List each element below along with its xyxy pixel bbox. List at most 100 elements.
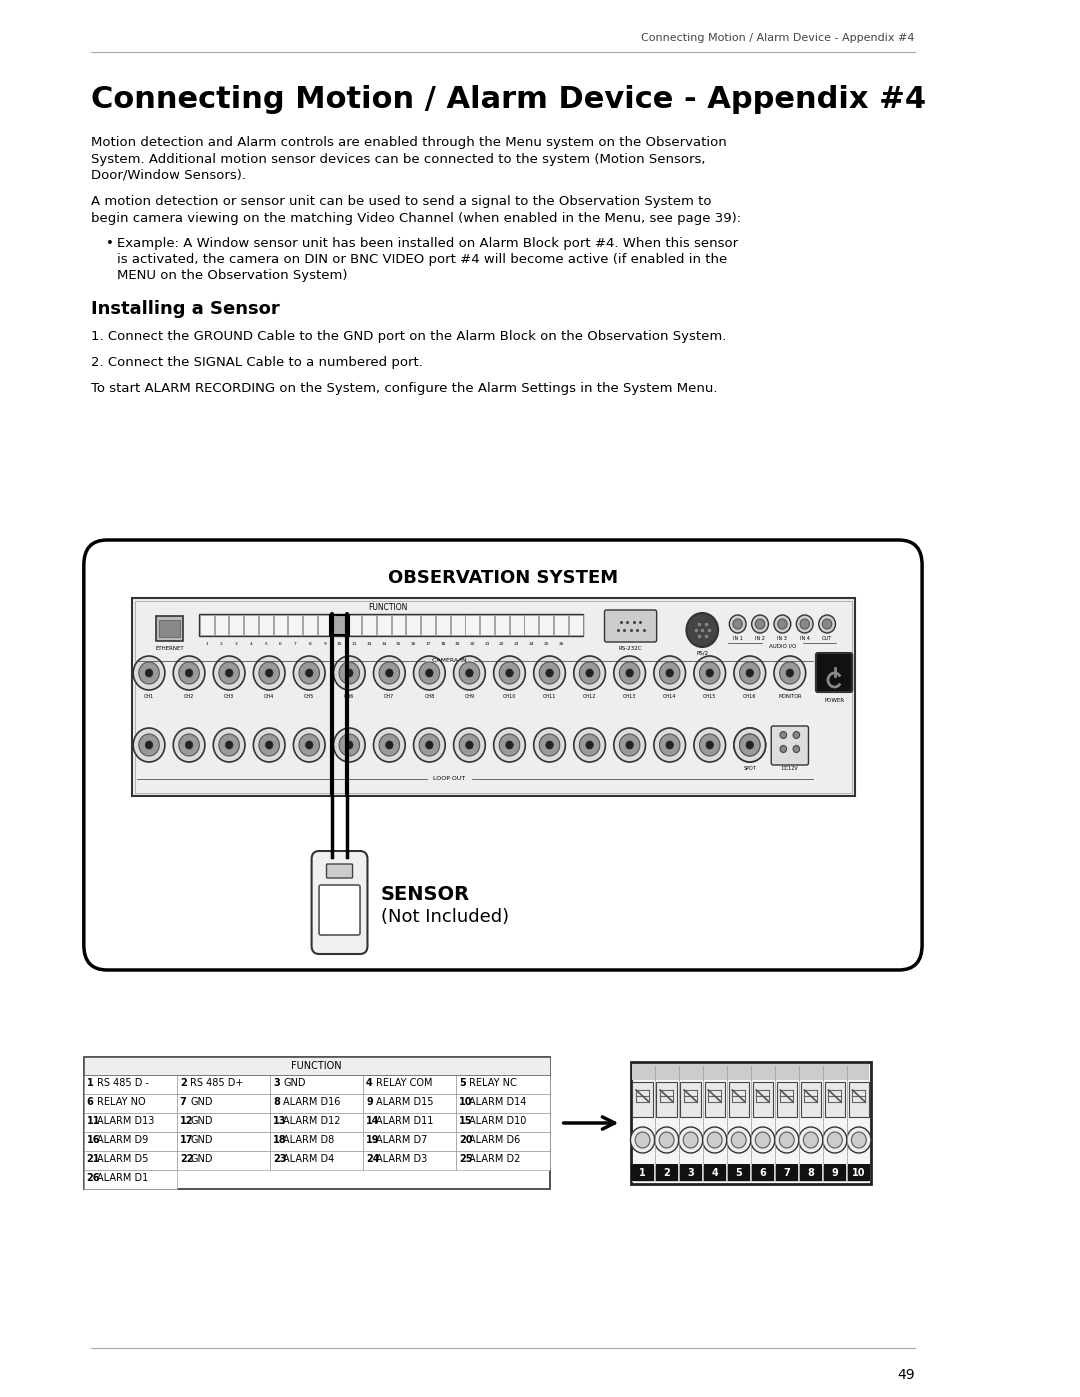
Circle shape <box>454 728 485 761</box>
Text: 14: 14 <box>381 643 387 645</box>
Text: Installing a Sensor: Installing a Sensor <box>92 300 280 319</box>
Circle shape <box>186 740 193 749</box>
Text: •: • <box>106 237 114 250</box>
Text: AUDIO I/O: AUDIO I/O <box>769 644 796 648</box>
Text: 18: 18 <box>273 1134 286 1146</box>
Circle shape <box>729 615 746 633</box>
Bar <box>363 1151 457 1171</box>
Circle shape <box>133 657 165 690</box>
Bar <box>288 615 302 636</box>
Text: CH5: CH5 <box>305 694 314 700</box>
Text: 8: 8 <box>808 1168 814 1178</box>
Text: 23: 23 <box>273 1154 286 1164</box>
Circle shape <box>740 662 760 685</box>
Bar <box>270 1113 363 1132</box>
Circle shape <box>620 733 639 756</box>
Bar <box>84 1058 550 1076</box>
Bar <box>177 1094 270 1113</box>
Circle shape <box>539 662 559 685</box>
Text: ALARM D1: ALARM D1 <box>97 1173 148 1183</box>
Circle shape <box>774 1127 799 1153</box>
Circle shape <box>459 662 480 685</box>
Circle shape <box>653 728 686 761</box>
Bar <box>679 1164 702 1180</box>
Circle shape <box>774 615 791 633</box>
Bar <box>457 1132 550 1151</box>
Text: 19: 19 <box>455 643 460 645</box>
Text: ALARM D3: ALARM D3 <box>376 1154 428 1164</box>
Bar <box>159 620 179 637</box>
Text: GND: GND <box>283 1078 306 1088</box>
Text: 3: 3 <box>234 643 238 645</box>
Bar <box>753 1083 773 1118</box>
Text: 5: 5 <box>735 1168 742 1178</box>
Circle shape <box>780 1132 794 1148</box>
Circle shape <box>706 669 714 678</box>
Circle shape <box>707 1132 723 1148</box>
Bar <box>270 1094 363 1113</box>
Text: CH7: CH7 <box>384 694 394 700</box>
Text: ALARM D14: ALARM D14 <box>470 1097 527 1106</box>
Circle shape <box>545 740 553 749</box>
Text: Example: A Window sensor unit has been installed on Alarm Block port #4. When th: Example: A Window sensor unit has been i… <box>118 236 739 250</box>
Circle shape <box>613 728 646 761</box>
Bar <box>569 615 582 636</box>
Bar <box>84 1113 177 1132</box>
Text: CH9: CH9 <box>464 694 474 700</box>
Text: 1: 1 <box>86 1078 93 1088</box>
Circle shape <box>666 740 674 749</box>
Circle shape <box>733 619 742 629</box>
FancyBboxPatch shape <box>326 863 352 877</box>
Bar <box>200 615 583 636</box>
Bar <box>704 1083 725 1118</box>
Bar <box>270 1151 363 1171</box>
Circle shape <box>631 1127 654 1153</box>
Bar <box>495 615 509 636</box>
Bar <box>215 615 228 636</box>
FancyBboxPatch shape <box>605 610 657 643</box>
Bar <box>273 615 287 636</box>
Text: 26: 26 <box>86 1173 100 1183</box>
Circle shape <box>499 733 519 756</box>
Text: IN 1: IN 1 <box>732 636 743 640</box>
Circle shape <box>620 662 639 685</box>
Text: 24: 24 <box>528 643 535 645</box>
Circle shape <box>426 669 433 678</box>
Text: 9: 9 <box>832 1168 838 1178</box>
Bar <box>457 1151 550 1171</box>
Circle shape <box>339 662 360 685</box>
Bar <box>363 1132 457 1151</box>
Text: ETHERNET: ETHERNET <box>156 647 184 651</box>
Text: ALARM D16: ALARM D16 <box>283 1097 340 1106</box>
Text: 22: 22 <box>179 1154 193 1164</box>
Bar <box>84 1132 177 1151</box>
Circle shape <box>414 657 445 690</box>
Circle shape <box>666 669 674 678</box>
Bar <box>363 1094 457 1113</box>
Text: 7: 7 <box>294 643 297 645</box>
Bar <box>633 1083 652 1118</box>
Bar <box>632 1164 653 1180</box>
FancyBboxPatch shape <box>156 616 184 641</box>
Text: 21: 21 <box>484 643 490 645</box>
Bar <box>752 1164 773 1180</box>
Text: Connecting Motion / Alarm Device - Appendix #4: Connecting Motion / Alarm Device - Appen… <box>642 34 915 43</box>
Circle shape <box>654 1127 678 1153</box>
Circle shape <box>499 662 519 685</box>
Text: CH13: CH13 <box>623 694 636 700</box>
Text: CH2: CH2 <box>184 694 194 700</box>
Text: 10: 10 <box>459 1097 473 1106</box>
Text: ALARM D10: ALARM D10 <box>470 1116 527 1126</box>
Circle shape <box>734 657 766 690</box>
Bar <box>329 615 349 636</box>
FancyBboxPatch shape <box>84 541 922 970</box>
Circle shape <box>626 740 633 749</box>
Circle shape <box>687 613 718 647</box>
Text: 11: 11 <box>352 643 357 645</box>
Circle shape <box>755 619 765 629</box>
Text: GND: GND <box>190 1154 213 1164</box>
Text: Connecting Motion / Alarm Device - Appendix #4: Connecting Motion / Alarm Device - Appen… <box>92 85 927 115</box>
Circle shape <box>334 728 365 761</box>
Circle shape <box>703 1127 727 1153</box>
Circle shape <box>545 669 553 678</box>
